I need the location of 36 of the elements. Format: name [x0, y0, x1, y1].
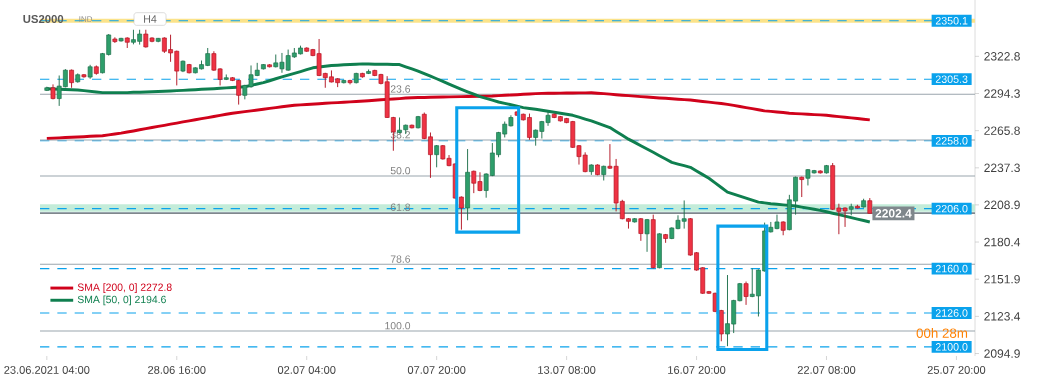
y-tick-label: 2151.9 [984, 274, 1020, 284]
x-tick-label: 16.07 20:00 [668, 366, 726, 374]
y-tick-label: 2265.8 [984, 126, 1020, 135]
annotation: 78.6 [390, 255, 411, 263]
ref-line-label: 2206.0 [935, 204, 968, 213]
legend-label: SMA [50, 0] 2194.6 [77, 295, 166, 306]
ref-line-label: 2258.0 [935, 137, 968, 145]
annotation: 00h 28m [916, 328, 968, 338]
ref-line-label: 2350.1 [935, 16, 968, 25]
annotation: 61.8 [390, 203, 411, 211]
ref-line-label: 2160.0 [935, 264, 968, 273]
ref-line-label: 2126.0 [935, 309, 968, 317]
ref-line-label: 2305.3 [935, 75, 968, 83]
y-tick-label: 2237.3 [984, 163, 1020, 173]
legend-label: SMA [200, 0] 2272.8 [77, 283, 172, 293]
y-tick-label: 2208.9 [984, 200, 1020, 210]
y-tick-label: 2094.9 [984, 349, 1020, 358]
x-tick-label: 23.06.2021 04:00 [4, 366, 90, 374]
annotation: 50.0 [390, 166, 411, 175]
text: US2000 [23, 15, 64, 24]
x-tick-label: 22.07 08:00 [797, 366, 856, 374]
x-tick-label: 07.07 20:00 [407, 366, 466, 374]
x-tick-label: 02.07 04:00 [277, 366, 336, 374]
x-tick-label: 13.07 08:00 [538, 366, 596, 374]
annotation: H4 [144, 15, 157, 23]
annotation: 100.0 [385, 322, 411, 330]
ref-line-label: 2202.4 [875, 209, 912, 218]
y-tick-label: 2180.4 [984, 237, 1021, 247]
annotation: IND [79, 16, 93, 22]
y-tick-label: 2123.4 [984, 312, 1021, 321]
y-tick-label: 2322.8 [984, 52, 1020, 61]
y-tick-label: 2294.3 [984, 89, 1020, 98]
x-tick-label: 25.07 20:00 [927, 366, 986, 374]
x-tick-label: 28.06 16:00 [148, 366, 206, 374]
ref-line-label: 2100.0 [935, 343, 968, 351]
annotation: 23.6 [390, 85, 411, 93]
